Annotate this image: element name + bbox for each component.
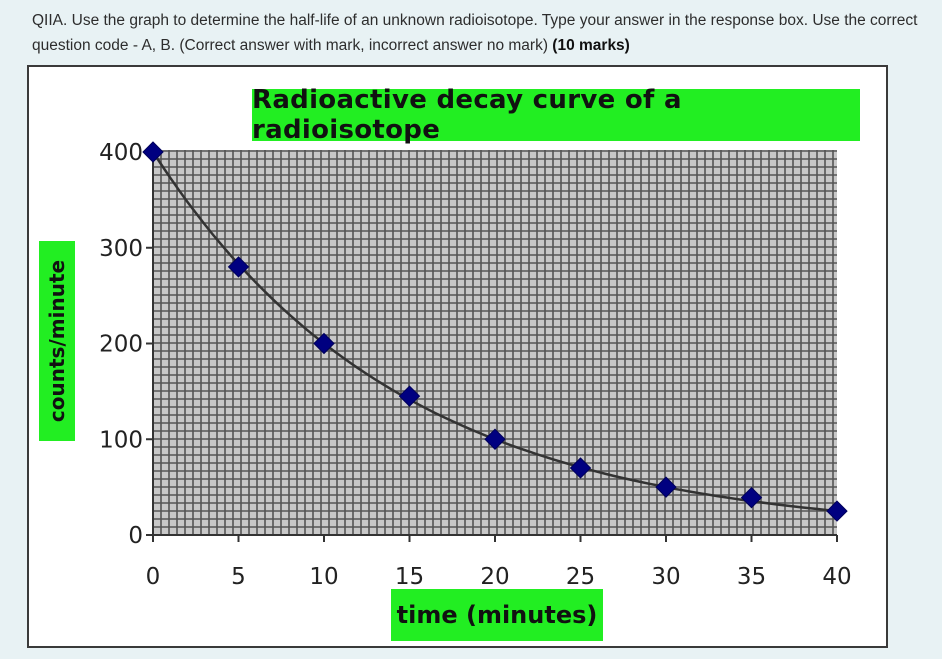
y-axis-label-text: counts/minute <box>45 259 70 423</box>
question-marks: (10 marks) <box>552 37 630 54</box>
y-tick-label: 400 <box>99 140 143 166</box>
x-tick-label: 10 <box>309 564 338 590</box>
x-axis-label: time (minutes) <box>391 589 603 641</box>
data-point <box>740 486 763 509</box>
question-body: QIIA. Use the graph to determine the hal… <box>32 12 918 54</box>
x-tick-label: 20 <box>480 564 509 590</box>
tick-labels: 0 100 200 300 400 0 5 10 15 20 25 30 35 40 <box>99 140 852 590</box>
axes <box>146 150 838 542</box>
x-tick-label: 0 <box>146 564 161 590</box>
x-tick-label: 30 <box>651 564 680 590</box>
y-axis-label: counts/minute <box>39 241 75 441</box>
data-point <box>826 500 848 522</box>
chart-figure: 0 100 200 300 400 0 5 10 15 20 25 30 35 40 Radioactiv… <box>27 65 888 648</box>
data-point <box>313 332 335 355</box>
data-point <box>484 428 506 450</box>
question-text: QIIA. Use the graph to determine the hal… <box>32 8 932 58</box>
x-tick-label: 25 <box>566 564 595 590</box>
y-tick-label: 200 <box>99 332 143 358</box>
x-tick-label: 35 <box>737 564 766 590</box>
x-tick-label: 15 <box>395 564 424 590</box>
y-tick-label: 300 <box>99 236 143 262</box>
data-point <box>655 476 677 498</box>
chart-plot: 0 100 200 300 400 0 5 10 15 20 25 30 35 40 <box>99 140 852 590</box>
x-tick-label: 40 <box>822 564 851 590</box>
chart-title: Radioactive decay curve of a radioisotop… <box>252 85 860 145</box>
data-points <box>142 141 848 522</box>
data-point <box>569 457 592 479</box>
x-tick-label: 5 <box>231 564 246 590</box>
data-point <box>398 385 421 407</box>
y-tick-label: 0 <box>128 523 143 549</box>
data-point <box>227 256 250 278</box>
data-point <box>142 141 164 163</box>
y-tick-label: 100 <box>99 427 143 453</box>
